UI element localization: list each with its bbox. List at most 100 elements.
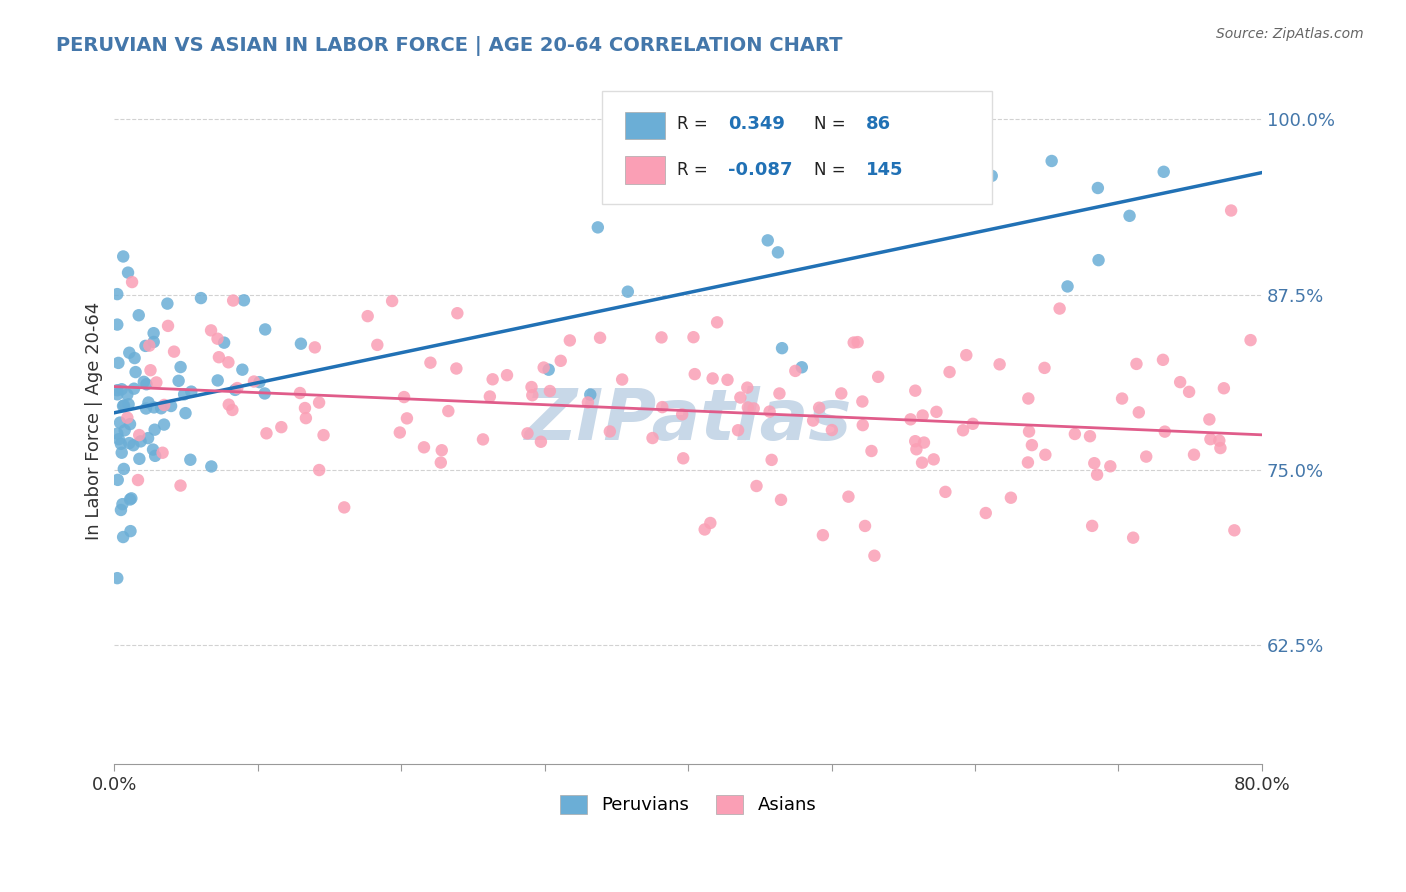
Point — [586, 220, 609, 235]
Point — [232, 293, 254, 308]
Point — [249, 375, 271, 389]
Point — [1223, 524, 1246, 538]
Point — [756, 233, 779, 247]
Point — [530, 434, 553, 449]
Point — [142, 334, 165, 349]
Point — [163, 344, 186, 359]
Point — [107, 356, 129, 370]
Point — [1040, 153, 1063, 168]
Point — [312, 428, 335, 442]
Point — [925, 405, 948, 419]
Point — [207, 332, 229, 346]
Point — [952, 423, 974, 437]
Point — [550, 354, 572, 368]
Point — [758, 404, 780, 418]
Point — [980, 169, 1002, 183]
Point — [169, 359, 191, 374]
Point — [576, 395, 599, 409]
Text: Source: ZipAtlas.com: Source: ZipAtlas.com — [1216, 27, 1364, 41]
Point — [1178, 384, 1201, 399]
Point — [167, 374, 190, 388]
Point — [1035, 448, 1057, 462]
Point — [218, 398, 240, 412]
Point — [693, 523, 716, 537]
Point — [1118, 209, 1140, 223]
Point — [217, 355, 239, 369]
Point — [830, 386, 852, 401]
Point — [790, 360, 813, 375]
Point — [122, 382, 145, 396]
Point — [1056, 279, 1078, 293]
Point — [520, 380, 543, 394]
Point — [180, 384, 202, 399]
Point — [671, 408, 693, 422]
Point — [108, 432, 131, 446]
Point — [682, 330, 704, 344]
Point — [142, 326, 165, 341]
Point — [308, 395, 330, 409]
Point — [911, 409, 934, 423]
Point — [105, 387, 128, 401]
Point — [200, 323, 222, 337]
Point — [1212, 381, 1234, 395]
Point — [808, 401, 831, 415]
Point — [138, 338, 160, 352]
Point — [742, 401, 765, 416]
Point — [153, 398, 176, 412]
Point — [905, 442, 928, 457]
Point — [516, 426, 538, 441]
Point — [107, 473, 129, 487]
Point — [737, 401, 759, 415]
Point — [1209, 441, 1232, 455]
Text: N =: N = — [814, 115, 846, 133]
Point — [1122, 531, 1144, 545]
Point — [143, 449, 166, 463]
Point — [152, 446, 174, 460]
Point — [173, 387, 195, 401]
Point — [716, 373, 738, 387]
Point — [112, 399, 135, 413]
Point — [1021, 438, 1043, 452]
Point — [112, 530, 135, 544]
Point — [112, 250, 135, 264]
Point — [912, 435, 935, 450]
Point — [111, 497, 134, 511]
Point — [821, 423, 844, 437]
Point — [1152, 352, 1174, 367]
Text: R =: R = — [676, 161, 707, 179]
Point — [366, 338, 388, 352]
Point — [243, 375, 266, 389]
Point — [1198, 412, 1220, 426]
Text: N =: N = — [814, 161, 846, 179]
Point — [706, 315, 728, 329]
Point — [157, 318, 180, 333]
Point — [1085, 467, 1108, 482]
Point — [768, 386, 790, 401]
Point — [127, 473, 149, 487]
Point — [851, 394, 873, 409]
Point — [727, 423, 749, 437]
Point — [1182, 448, 1205, 462]
Point — [143, 401, 166, 415]
Point — [105, 426, 128, 441]
Point — [672, 451, 695, 466]
Point — [153, 417, 176, 432]
Point — [156, 296, 179, 310]
Point — [1063, 427, 1085, 442]
Point — [911, 456, 934, 470]
Point — [1220, 203, 1243, 218]
Point — [392, 390, 415, 404]
Text: 0.349: 0.349 — [728, 115, 785, 133]
Point — [533, 360, 555, 375]
Point — [231, 362, 253, 376]
Point — [430, 456, 453, 470]
Point — [295, 411, 318, 425]
Point — [1087, 181, 1109, 195]
Point — [118, 492, 141, 507]
Point — [801, 413, 824, 427]
Point — [868, 369, 890, 384]
Point — [579, 387, 602, 401]
Point — [108, 416, 131, 430]
Point — [208, 350, 231, 364]
FancyBboxPatch shape — [626, 156, 665, 184]
